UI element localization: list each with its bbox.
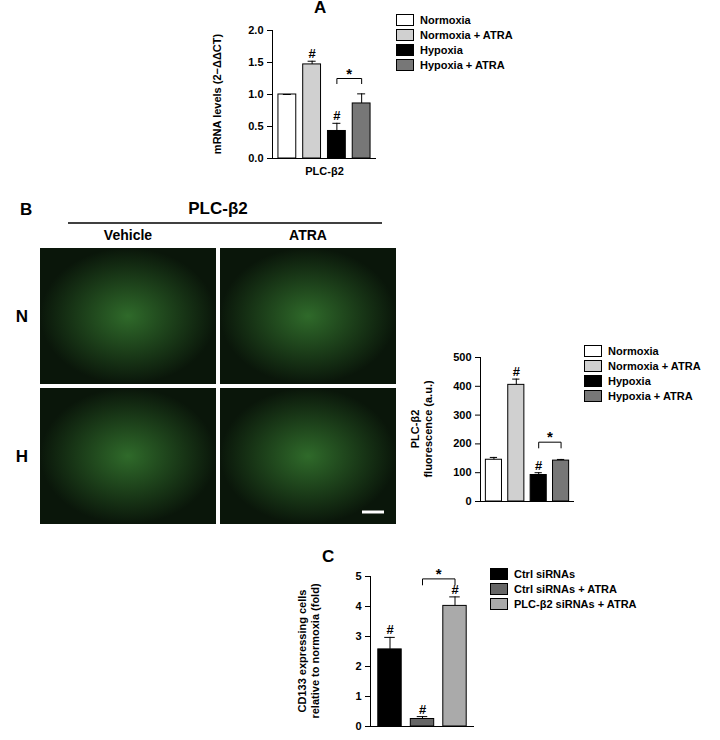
- svg-text:#: #: [309, 46, 317, 61]
- html-text:Hypoxia + ATRA: Hypoxia + ATRA: [608, 390, 693, 402]
- svg-text:#: #: [513, 364, 521, 379]
- svg-text:ATRA: ATRA: [289, 227, 327, 243]
- html-text:Hypoxia + ATRA: Hypoxia + ATRA: [420, 59, 505, 71]
- html-text:C: C: [322, 547, 335, 566]
- html-text:Normoxia + ATRA: Normoxia + ATRA: [420, 29, 513, 41]
- html-text:Hypoxia: Hypoxia: [420, 44, 463, 56]
- svg-text:100: 100: [453, 466, 471, 478]
- html-text:Normoxia: Normoxia: [420, 14, 471, 26]
- svg-text:300: 300: [453, 409, 471, 421]
- svg-text:0: 0: [465, 495, 471, 507]
- html-text:Normoxia: Normoxia: [608, 345, 659, 357]
- svg-text:400: 400: [453, 380, 471, 392]
- svg-text:#: #: [333, 108, 341, 123]
- svg-text:2.0: 2.0: [248, 24, 263, 36]
- svg-text:0.5: 0.5: [248, 120, 263, 132]
- svg-text:3: 3: [355, 630, 361, 642]
- svg-text:Vehicle: Vehicle: [104, 227, 152, 243]
- html-text:Normoxia + ATRA: Normoxia + ATRA: [608, 360, 701, 372]
- svg-text:1.5: 1.5: [248, 56, 263, 68]
- svg-text:0.0: 0.0: [248, 152, 263, 164]
- svg-text:0: 0: [355, 720, 361, 732]
- svg-text:PLC-β2fluorescence (a.u.): PLC-β2fluorescence (a.u.): [409, 380, 434, 478]
- svg-text:2: 2: [355, 660, 361, 672]
- svg-text:mRNA levels (2−ΔΔCT): mRNA levels (2−ΔΔCT): [211, 34, 223, 155]
- html-text:Ctrl siRNAs: Ctrl siRNAs: [514, 568, 576, 580]
- svg-text:#: #: [419, 702, 427, 717]
- svg-text:500: 500: [453, 351, 471, 363]
- svg-text:N: N: [16, 307, 28, 326]
- svg-text:1.0: 1.0: [248, 88, 263, 100]
- svg-text:PLC-β2: PLC-β2: [188, 199, 248, 218]
- svg-text:5: 5: [355, 570, 361, 582]
- svg-text:#: #: [535, 458, 543, 473]
- html-text:PLC-β2 siRNAs + ATRA: PLC-β2 siRNAs + ATRA: [514, 598, 637, 610]
- svg-text:200: 200: [453, 437, 471, 449]
- svg-text:4: 4: [355, 600, 362, 612]
- html-text:Hypoxia: Hypoxia: [608, 375, 651, 387]
- svg-text:1: 1: [355, 690, 361, 702]
- svg-text:H: H: [16, 447, 28, 466]
- svg-text:#: #: [386, 622, 394, 637]
- svg-text:PLC-β2: PLC-β2: [305, 165, 344, 177]
- html-text:B: B: [20, 200, 33, 219]
- svg-text:CD133 expressing cellsrelative: CD133 expressing cellsrelative to normox…: [296, 583, 321, 718]
- html-text:Ctrl siRNAs + ATRA: Ctrl siRNAs + ATRA: [514, 583, 617, 595]
